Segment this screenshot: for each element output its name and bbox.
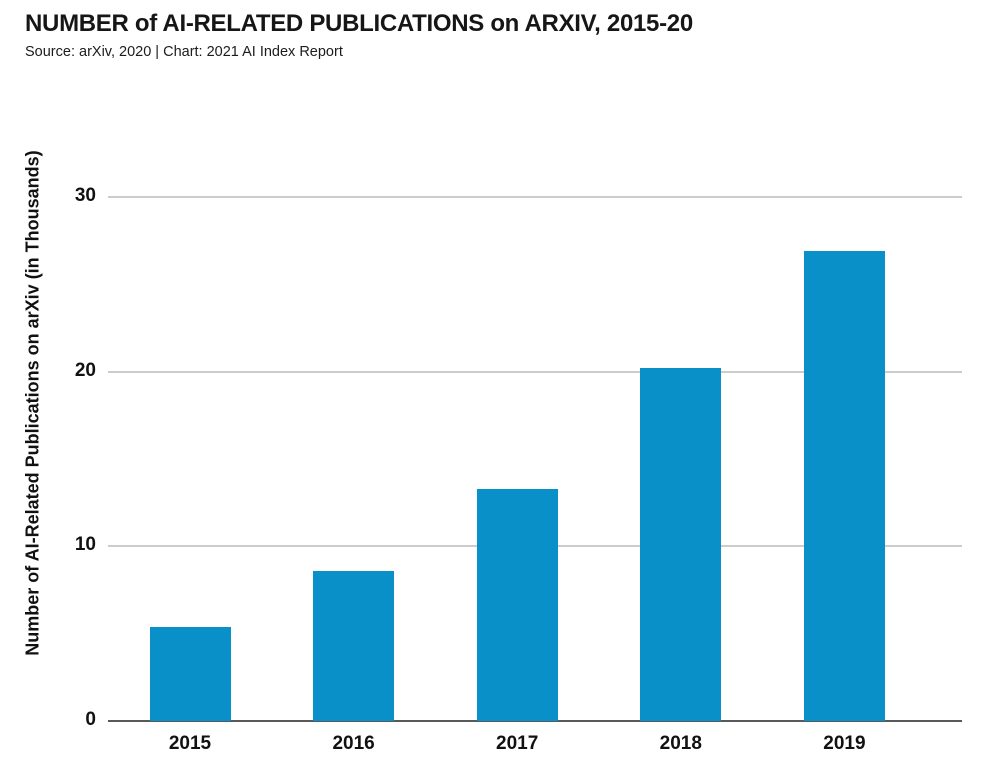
x-tick-label: 2017 bbox=[496, 733, 539, 754]
bar bbox=[640, 368, 722, 721]
x-tick-label: 2016 bbox=[332, 733, 375, 754]
bar bbox=[313, 571, 395, 721]
y-tick-label: 20 bbox=[74, 359, 96, 381]
x-tick-label: 2019 bbox=[823, 733, 866, 754]
bar bbox=[476, 489, 558, 721]
x-tick-label: 2018 bbox=[659, 733, 702, 754]
y-tick-label: 30 bbox=[74, 184, 96, 206]
x-axis-line bbox=[108, 720, 962, 722]
bar bbox=[803, 251, 885, 721]
chart-source-caption: Source: arXiv, 2020 | Chart: 2021 AI Ind… bbox=[25, 44, 343, 60]
x-tick-label: 2015 bbox=[168, 733, 212, 754]
y-tick-label: 0 bbox=[85, 709, 96, 730]
gridline bbox=[108, 195, 962, 198]
gridline bbox=[108, 370, 962, 373]
y-tick-label: 10 bbox=[74, 534, 96, 556]
bar bbox=[149, 627, 231, 721]
chart-title: NUMBER of AI-RELATED PUBLICATIONS on ARX… bbox=[25, 10, 693, 37]
